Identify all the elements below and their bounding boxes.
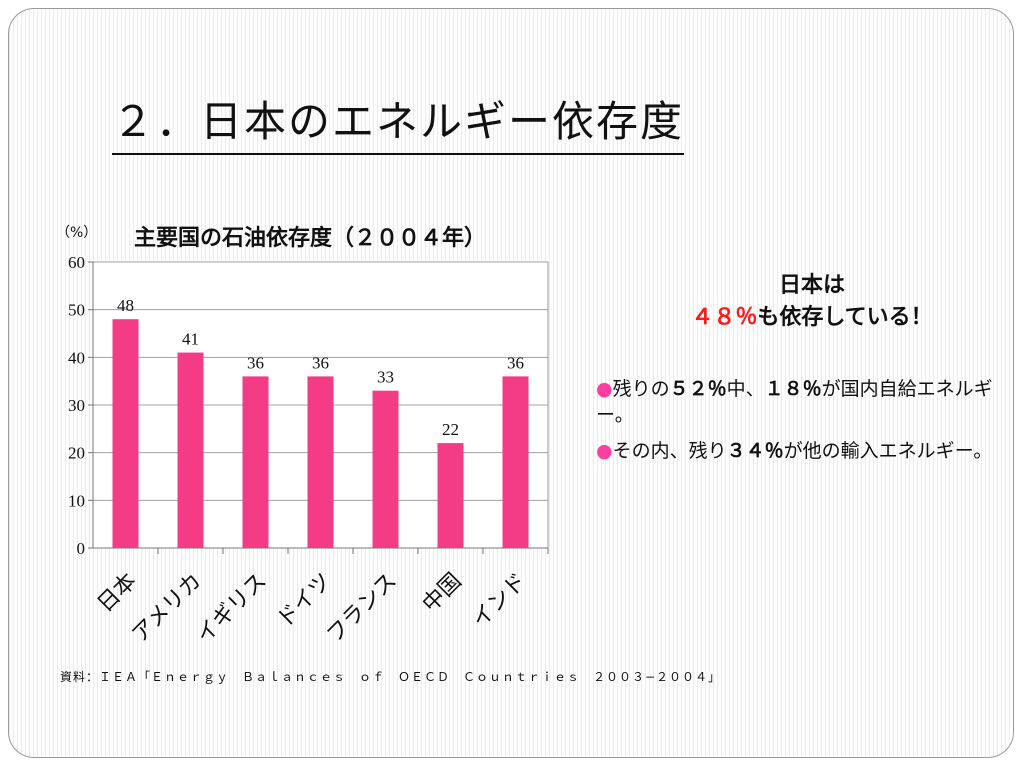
note-text: が他の輸入エネルギー。 [783,440,993,462]
y-tick-label: 10 [68,491,85,510]
y-tick-label: 20 [68,444,85,463]
callout-line1: 日本は [778,273,845,298]
bar [112,319,139,548]
notes-list: ●残りの５２％中、１８％が国内自給エネルギー。 ●その内、残り３４％が他の輸入エ… [596,376,996,474]
y-tick-label: 40 [68,348,85,367]
source-citation: 資料：ＩＥＡ「Ｅｎｅｒｇｙ Ｂａｌａｎｃｅｓ ｏｆ ＯＥＣＤ Ｃｏｕｎｔｒｉｅｓ… [60,670,722,684]
bar [372,390,399,548]
y-tick-label: 50 [68,301,85,320]
bullet-icon: ● [596,440,613,462]
callout-line2: ４８％も依存している！ [632,302,992,334]
data-label: 36 [247,353,264,372]
x-tick-label: 日本 [93,569,142,618]
x-tick-label: フランス [322,569,402,649]
note-bold: １８％ [764,378,822,400]
bar [177,352,204,548]
x-tick-label: 中国 [418,569,467,618]
slide-title: ２．日本のエネルギー依存度 [112,88,685,155]
bar [437,443,464,548]
x-tick-label: ドイツ [272,569,336,633]
note-text: その内、残り [612,440,727,462]
bar [242,376,269,548]
data-label: 41 [182,330,199,349]
note-item: ●その内、残り３４％が他の輸入エネルギー。 [596,438,996,464]
x-tick-label: アメリカ [128,569,207,648]
data-label: 48 [117,296,134,315]
note-bold: ５２％ [669,378,727,400]
callout-highlight: ４８％ [691,305,758,330]
x-tick-label: イギリス [192,569,272,649]
callout: 日本は ４８％も依存している！ [632,270,992,334]
data-label: 22 [442,420,459,439]
chart-title: 主要国の石油依存度（２００４年） [134,226,487,251]
data-label: 36 [507,353,524,372]
note-text: 残りの [612,378,670,400]
note-text: 中、 [726,378,765,400]
callout-rest: も依存している！ [757,305,933,330]
y-tick-label: 30 [68,396,85,415]
note-bold: ３４％ [726,440,784,462]
data-label: 33 [377,368,394,387]
bar [307,376,334,548]
y-unit-label: （%） [56,225,98,241]
x-tick-label: インド [467,569,531,633]
y-tick-label: 0 [77,539,86,558]
y-tick-label: 60 [68,253,85,272]
bar [502,376,529,548]
note-item: ●残りの５２％中、１８％が国内自給エネルギー。 [596,376,996,428]
bullet-icon: ● [596,378,613,400]
note-text: が国内自給エネルギー。 [596,378,993,426]
data-label: 36 [312,353,329,372]
